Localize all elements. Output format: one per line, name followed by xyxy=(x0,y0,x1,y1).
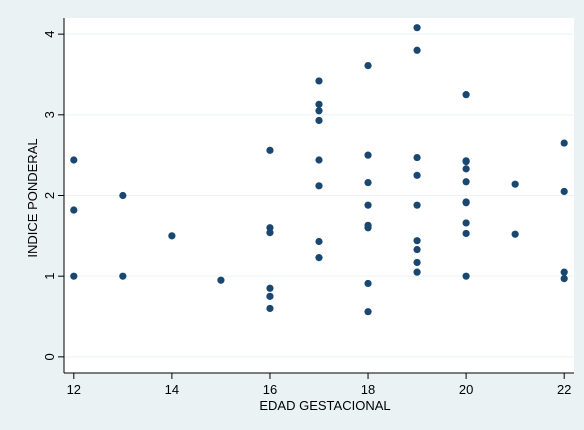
data-point xyxy=(462,229,470,238)
data-point xyxy=(413,201,421,209)
data-point xyxy=(413,258,421,267)
data-point xyxy=(462,178,470,186)
data-point xyxy=(266,304,274,313)
y-tick-label: 2 xyxy=(42,192,57,199)
y-tick-label: 4 xyxy=(42,31,57,38)
x-axis: 12 14 16 18 20 22 xyxy=(64,372,574,397)
y-axis: 0 1 2 3 4 xyxy=(42,18,65,373)
data-point xyxy=(364,224,372,232)
data-point xyxy=(364,62,372,70)
data-point xyxy=(364,151,372,159)
data-point xyxy=(462,158,470,166)
data-point xyxy=(119,272,127,280)
data-point xyxy=(315,237,323,246)
data-point xyxy=(315,156,323,164)
data-point xyxy=(413,245,421,254)
data-point xyxy=(413,268,421,276)
data-point xyxy=(413,153,421,162)
data-point xyxy=(462,219,470,227)
data-point xyxy=(560,187,568,196)
data-point xyxy=(413,237,421,245)
x-tick-label: 16 xyxy=(263,382,277,397)
data-point xyxy=(70,272,78,280)
x-tick-label: 14 xyxy=(165,382,179,397)
data-point xyxy=(266,284,274,292)
x-tick-label: 22 xyxy=(557,382,571,397)
data-point xyxy=(462,91,470,99)
x-tick-label: 18 xyxy=(361,382,375,397)
y-axis-title: INDICE PONDERAL xyxy=(25,138,40,257)
data-point xyxy=(217,276,225,284)
data-point xyxy=(511,230,519,238)
data-point xyxy=(413,46,421,54)
data-point xyxy=(70,156,78,164)
data-point xyxy=(266,146,274,154)
data-point xyxy=(364,201,372,209)
data-point xyxy=(462,165,470,173)
data-point xyxy=(168,232,176,240)
data-point xyxy=(511,180,519,188)
y-tick-label: 3 xyxy=(42,111,57,118)
y-tick-label: 0 xyxy=(42,353,57,360)
data-point xyxy=(315,116,323,125)
data-point xyxy=(266,292,274,300)
data-point xyxy=(315,77,323,85)
data-point xyxy=(364,178,372,187)
x-tick-label: 12 xyxy=(67,382,81,397)
data-points xyxy=(70,24,568,316)
data-point xyxy=(462,199,470,207)
data-point xyxy=(266,229,274,237)
data-point xyxy=(413,171,421,179)
grid-lines xyxy=(64,33,574,358)
data-point xyxy=(364,308,372,316)
data-point xyxy=(560,268,568,276)
x-tick-label: 20 xyxy=(459,382,473,397)
data-point xyxy=(560,275,568,283)
data-point xyxy=(364,279,372,288)
data-point xyxy=(315,182,323,190)
data-point xyxy=(413,24,421,32)
x-axis-title: EDAD GESTACIONAL xyxy=(259,398,390,413)
data-point xyxy=(315,107,323,115)
data-point xyxy=(70,206,78,214)
data-point xyxy=(119,191,127,200)
data-point xyxy=(462,272,470,280)
y-tick-label: 1 xyxy=(42,273,57,280)
data-point xyxy=(315,254,323,262)
data-point xyxy=(560,139,568,147)
data-point xyxy=(315,100,323,108)
